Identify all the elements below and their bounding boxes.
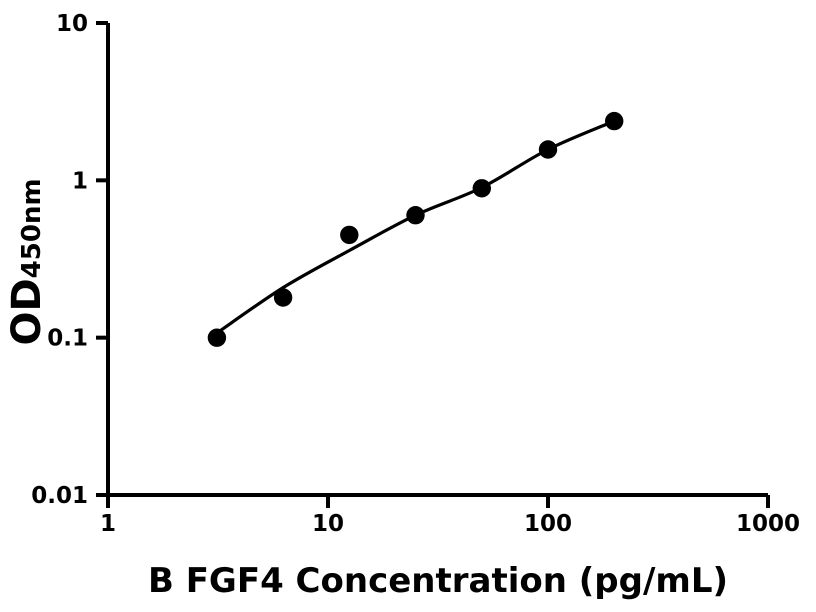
y-tick-label: 0.1 <box>47 326 88 352</box>
x-tick-label: 1 <box>100 511 116 537</box>
data-point-marker <box>340 225 359 245</box>
y-axis-title-main: OD <box>4 278 50 345</box>
data-point-marker <box>207 328 227 347</box>
x-tick-label: 10 <box>312 511 344 537</box>
x-tick-label: 100 <box>524 511 572 537</box>
plot-layer: 10 1 0.1 0.01 1 10 100 1000 <box>31 11 800 537</box>
x-tick-label: 1000 <box>736 511 800 537</box>
y-tick-label: 0.01 <box>31 483 88 509</box>
x-axis-title: B FGF4 Concentration (pg/mL) <box>148 561 728 601</box>
data-point-marker <box>472 179 491 198</box>
data-point-marker <box>406 206 425 225</box>
y-axis-title: OD450nm <box>4 178 50 345</box>
y-tick-label: 10 <box>56 11 88 37</box>
y-tick-label: 1 <box>72 168 88 194</box>
data-point-marker <box>605 111 624 131</box>
y-axis-title-sub: 450nm <box>17 178 47 278</box>
data-point-marker <box>273 288 293 307</box>
data-point-marker <box>538 140 558 159</box>
